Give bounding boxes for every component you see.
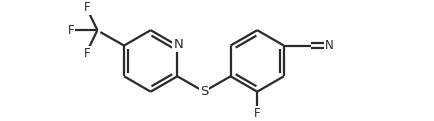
Text: S: S <box>200 85 208 98</box>
Text: F: F <box>84 1 90 14</box>
Text: N: N <box>174 38 183 51</box>
Text: F: F <box>68 24 74 37</box>
Text: F: F <box>84 47 90 60</box>
Text: N: N <box>325 39 333 52</box>
Text: F: F <box>254 106 260 120</box>
